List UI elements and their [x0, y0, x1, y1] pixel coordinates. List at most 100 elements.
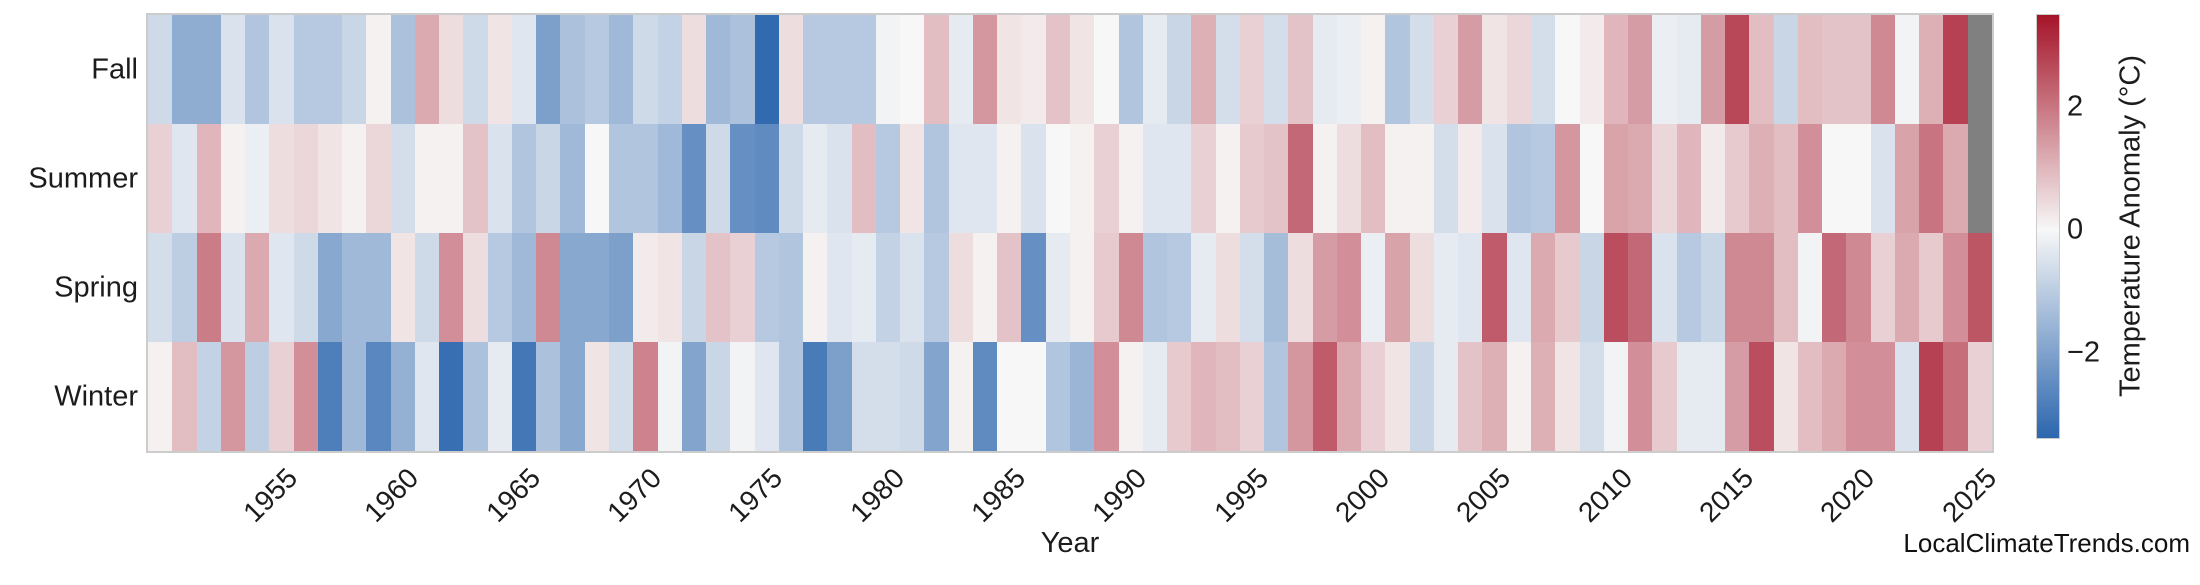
- heatmap-cell: [657, 233, 682, 342]
- heatmap-cell: [1628, 124, 1653, 233]
- heatmap-cell: [390, 15, 415, 124]
- heatmap-cell: [1676, 233, 1701, 342]
- heatmap-cell: [196, 233, 221, 342]
- heatmap-cell: [972, 124, 998, 233]
- heatmap-cell: [851, 15, 876, 124]
- heatmap-cell: [390, 342, 415, 451]
- heatmap-cell: [803, 233, 828, 342]
- heatmap-cell: [681, 233, 707, 342]
- heatmap-cell: [414, 15, 440, 124]
- heatmap-cell: [1094, 233, 1119, 342]
- heatmap-cell: [148, 342, 173, 451]
- heatmap-cell: [1118, 342, 1143, 451]
- heatmap-cell: [1167, 15, 1192, 124]
- heatmap-cell: [609, 342, 634, 451]
- heatmap-cell: [536, 342, 561, 451]
- heatmap-cell: [245, 342, 270, 451]
- heatmap-cell: [1870, 342, 1895, 451]
- heatmap-cell: [511, 342, 537, 451]
- xtick-label-2025: 2025: [1935, 462, 2002, 528]
- heatmap-cell: [1433, 15, 1459, 124]
- heatmap-cell: [609, 233, 634, 342]
- heatmap-cell: [1919, 342, 1944, 451]
- xtick-label-1965: 1965: [480, 462, 547, 528]
- heatmap-cell: [1725, 15, 1750, 124]
- heatmap-cell: [172, 124, 197, 233]
- heatmap-cell: [1021, 233, 1046, 342]
- heatmap-cell: [366, 15, 391, 124]
- heatmap-cell: [1142, 233, 1168, 342]
- heatmap-cell: [681, 124, 707, 233]
- xtick-label-2015: 2015: [1693, 462, 1760, 528]
- heatmap-cell: [1045, 233, 1070, 342]
- heatmap-cell: [1579, 233, 1604, 342]
- heatmap-cell: [1531, 342, 1556, 451]
- heatmap-cell: [1264, 15, 1289, 124]
- heatmap-cell: [972, 233, 998, 342]
- heatmap-cell: [1628, 233, 1653, 342]
- heatmap-cell: [1288, 15, 1313, 124]
- heatmap-cell: [172, 15, 197, 124]
- heatmap-cell: [706, 233, 731, 342]
- heatmap-cell: [1239, 342, 1265, 451]
- heatmap-cell: [1700, 15, 1726, 124]
- heatmap-cell: [1797, 15, 1823, 124]
- heatmap-cell: [972, 342, 998, 451]
- heatmap-cell: [1676, 15, 1701, 124]
- heatmap-cell: [1361, 124, 1386, 233]
- heatmap-cell: [1191, 233, 1216, 342]
- heatmap-cell: [681, 15, 707, 124]
- heatmap-cell: [463, 233, 488, 342]
- watermark: LocalClimateTrends.com: [1903, 528, 2190, 558]
- xtick-label-1995: 1995: [1207, 462, 1274, 528]
- heatmap-cell: [439, 15, 464, 124]
- heatmap-cell: [172, 233, 197, 342]
- heatmap-cell: [1191, 124, 1216, 233]
- heatmap-cell: [245, 233, 270, 342]
- heatmap-cell: [1846, 233, 1871, 342]
- heatmap-cell: [1603, 124, 1629, 233]
- heatmap-cell: [1506, 342, 1531, 451]
- heatmap-cell: [1070, 15, 1095, 124]
- xtick-label-1985: 1985: [965, 462, 1032, 528]
- heatmap-cell: [269, 342, 294, 451]
- heatmap-cell: [1482, 233, 1507, 342]
- heatmap-cell: [1870, 233, 1895, 342]
- heatmap-cell: [1676, 124, 1701, 233]
- heatmap-cell: [754, 15, 779, 124]
- heatmap-cell: [924, 15, 949, 124]
- heatmap-cell: [875, 15, 901, 124]
- heatmap-cell: [487, 15, 512, 124]
- heatmap-cell: [317, 15, 343, 124]
- heatmap-cell: [536, 233, 561, 342]
- heatmap-cell: [1433, 233, 1459, 342]
- heatmap-cell: [245, 15, 270, 124]
- heatmap-cell: [1700, 342, 1726, 451]
- heatmap-cell: [1773, 124, 1798, 233]
- heatmap-cell: [1943, 124, 1968, 233]
- heatmap-cell: [584, 233, 609, 342]
- heatmap-cell: [1822, 233, 1847, 342]
- heatmap-cell: [730, 124, 755, 233]
- heatmap-cell: [487, 233, 512, 342]
- colorbar-tick-2: 2: [2067, 90, 2084, 123]
- heatmap-cell: [681, 342, 707, 451]
- heatmap-cell: [1094, 342, 1119, 451]
- heatmap-cell: [900, 342, 925, 451]
- heatmap-cell: [1021, 15, 1046, 124]
- heatmap-cell: [754, 124, 779, 233]
- heatmap-cell: [1749, 233, 1774, 342]
- heatmap-cell: [463, 124, 488, 233]
- heatmap-cell: [924, 124, 949, 233]
- heatmap-cell: [1797, 124, 1823, 233]
- heatmap-cell: [778, 15, 804, 124]
- x-axis-label: Year: [1040, 527, 1100, 559]
- heatmap-cell: [827, 15, 852, 124]
- heatmap-cell: [730, 15, 755, 124]
- heatmap-cell: [1118, 15, 1143, 124]
- heatmap-cell: [1822, 15, 1847, 124]
- heatmap-cell: [196, 15, 221, 124]
- heatmap-cell: [706, 15, 731, 124]
- heatmap-cell: [1652, 15, 1677, 124]
